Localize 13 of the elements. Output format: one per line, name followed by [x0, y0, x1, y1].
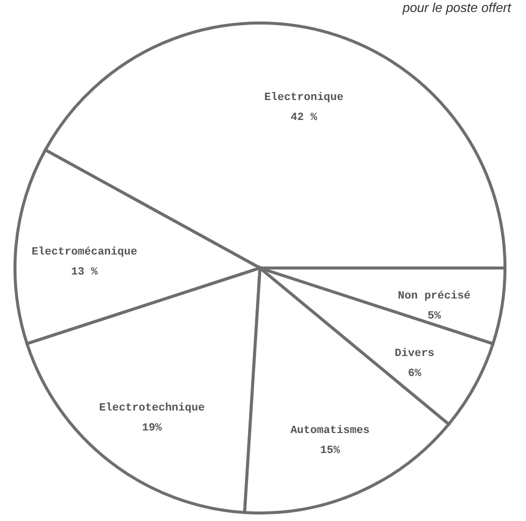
data-label: 15% — [320, 444, 340, 457]
data-label: 5% — [428, 310, 442, 323]
data-label: 42 % — [290, 112, 318, 124]
slice-label: Divers — [394, 348, 434, 360]
data-label: 13 % — [71, 266, 98, 278]
slice-label: Automatismes — [290, 424, 370, 437]
data-label: 19% — [142, 422, 162, 434]
slice-label: Non précisé — [398, 290, 471, 303]
slice-label: Electromécanique — [32, 246, 138, 258]
slice-label: Electrotechnique — [99, 402, 206, 414]
data-label: 6% — [408, 368, 422, 380]
chart-title: pour le poste offert — [402, 0, 512, 15]
slice-label: Electronique — [264, 92, 344, 104]
